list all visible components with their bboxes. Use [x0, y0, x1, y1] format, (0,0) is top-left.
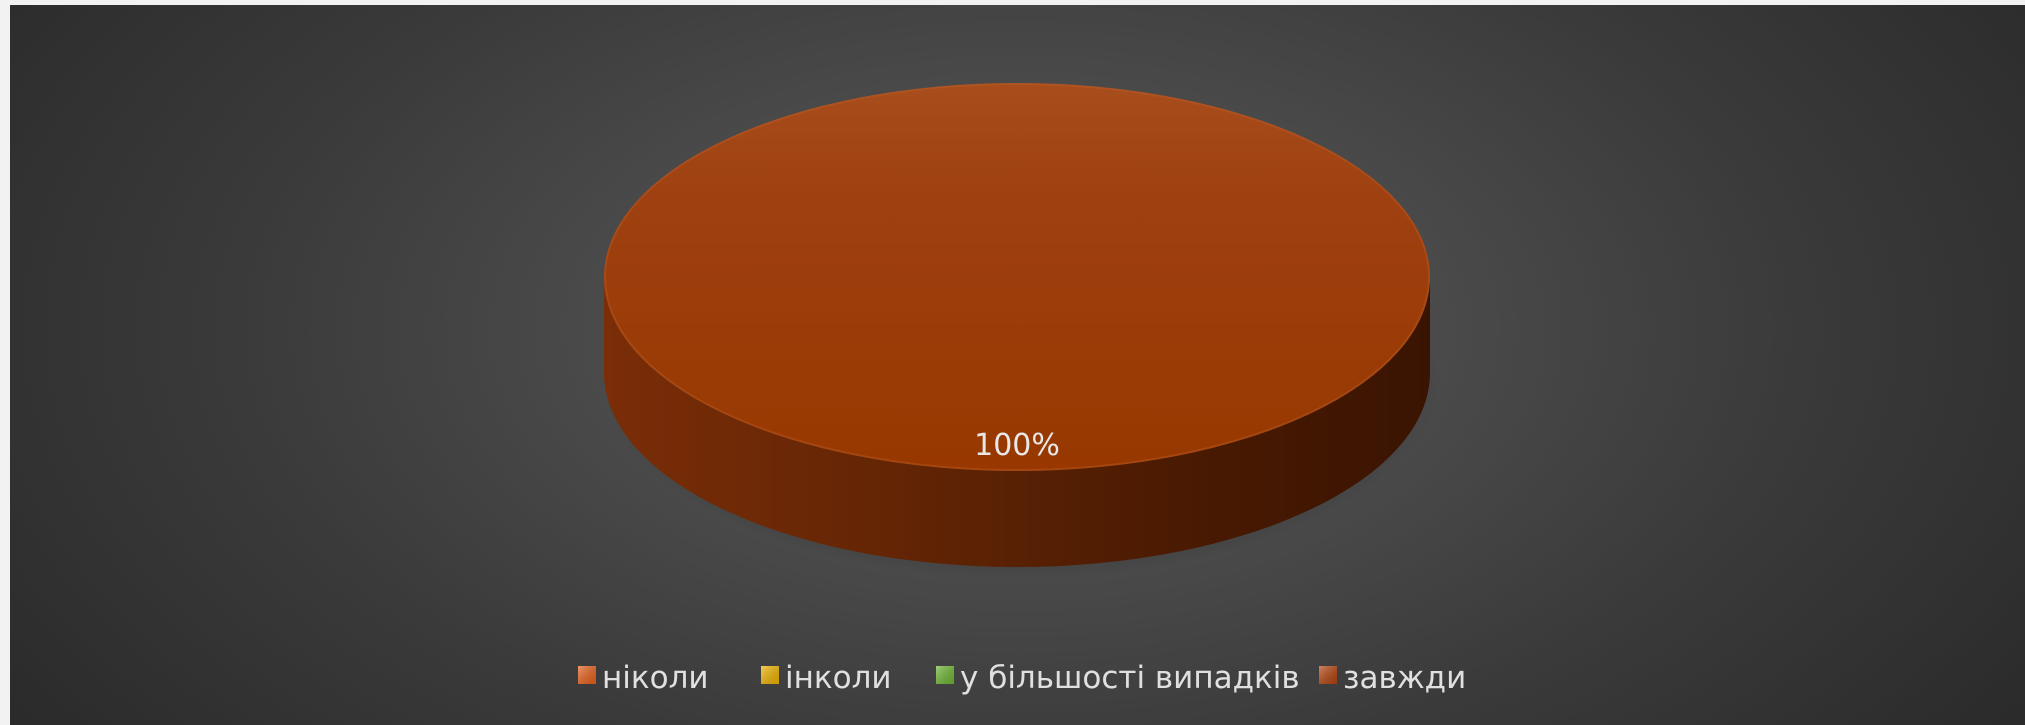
legend-item-3: завжди [1319, 660, 1466, 696]
legend: ніколи інколи у більшості випадків завжди [578, 660, 1466, 696]
pie-slice-3 [604, 83, 1430, 471]
legend-label-1: інколи [785, 660, 892, 696]
pie-layer [602, 83, 1440, 579]
legend-swatch-shade-2 [936, 666, 954, 684]
data-label-3: 100% [974, 428, 1060, 463]
legend-label-2: у більшості випадків [960, 660, 1300, 696]
legend-swatch-shade-0 [578, 666, 596, 684]
pie-slice-3-side [604, 277, 1430, 567]
legend-swatch-shade-1 [761, 666, 779, 684]
pie-chart: 100% ніколи інколи у більшості випадків зав… [578, 83, 1466, 696]
legend-item-2: у більшості випадків [936, 660, 1300, 696]
legend-item-1: інколи [761, 660, 892, 696]
legend-label-0: ніколи [602, 660, 709, 696]
pie-slice-3-rim [604, 83, 1430, 471]
data-labels: 100% [974, 428, 1060, 463]
chart-area: 100% ніколи інколи у більшості випадків зав… [10, 5, 2025, 725]
legend-item-0: ніколи [578, 660, 709, 696]
legend-label-3: завжди [1343, 660, 1466, 696]
legend-swatch-shade-3 [1319, 666, 1337, 684]
